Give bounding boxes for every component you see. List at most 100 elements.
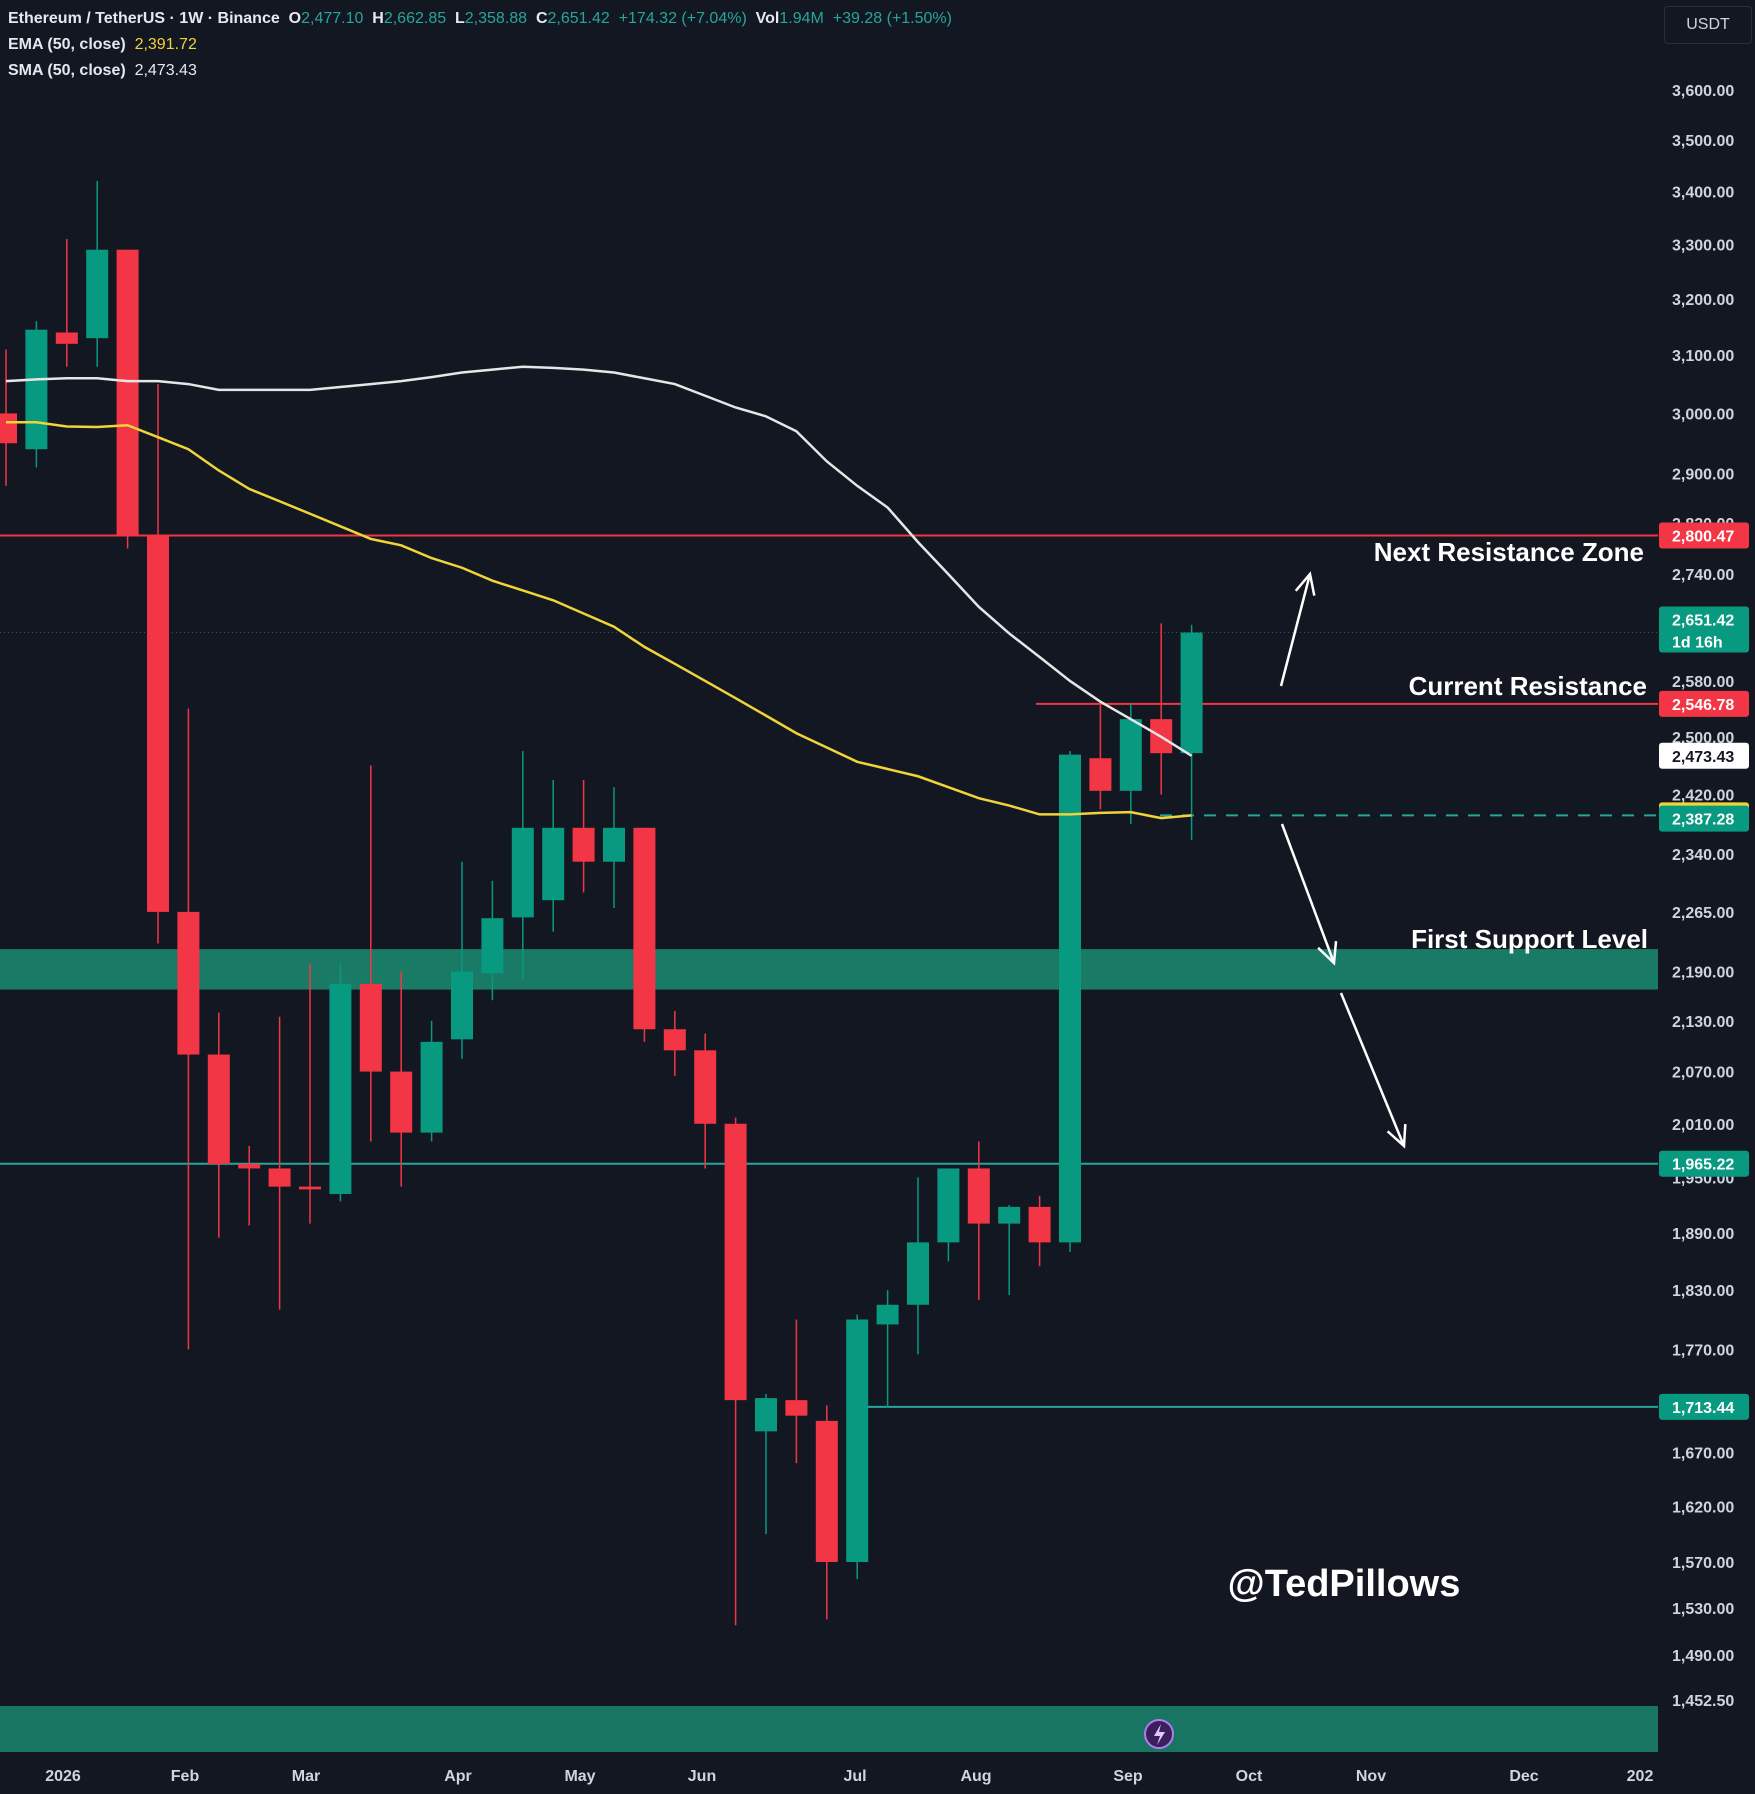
time-tick-label: Jun xyxy=(688,1768,716,1785)
volume-value: 1.94M xyxy=(779,10,824,27)
price-tick-label: 1,770.00 xyxy=(1672,1342,1734,1359)
ema-50-line[interactable] xyxy=(6,421,1192,820)
volume-change: +39.28 (+1.50%) xyxy=(832,10,952,27)
candle-body[interactable] xyxy=(1119,719,1142,791)
candle-body[interactable] xyxy=(420,1041,443,1133)
time-tick-label: May xyxy=(564,1768,595,1785)
price-axis[interactable]: 3,600.00 3,500.00 3,400.00 3,300.00 3,200.00… xyxy=(1672,83,1734,1710)
arrow-shaft xyxy=(1280,823,1336,964)
candle-body[interactable] xyxy=(876,1304,899,1325)
time-tick-label: Sep xyxy=(1113,1768,1143,1785)
candle-body[interactable] xyxy=(1059,754,1081,1243)
arrow-shaft xyxy=(1279,573,1312,687)
candle-body[interactable] xyxy=(299,1186,321,1190)
price-tick-label: 2,500.00 xyxy=(1672,730,1734,747)
currency-button[interactable]: USDT xyxy=(1664,6,1752,44)
sma-legend[interactable]: SMA (50, close) 2,473.43 xyxy=(8,62,197,80)
candle-body[interactable] xyxy=(207,1054,230,1164)
candle-body[interactable] xyxy=(451,971,473,1040)
price-tick-label: 2,190.00 xyxy=(1672,965,1734,982)
price-label-box xyxy=(1659,1393,1749,1420)
symbol-title[interactable]: Ethereum / TetherUS · 1W · Binance xyxy=(8,10,280,27)
candle-body[interactable] xyxy=(785,1400,808,1416)
price-tick-label: 1,490.00 xyxy=(1672,1648,1734,1665)
price-label: 2,473.43 xyxy=(1659,742,1749,769)
price-label: 2,546.78 xyxy=(1659,690,1749,717)
candle-body[interactable] xyxy=(542,827,565,901)
price-label-box xyxy=(1659,742,1749,769)
time-tick-label: Jul xyxy=(843,1768,866,1785)
candle-body[interactable] xyxy=(55,332,78,344)
ema-label: EMA (50, close) xyxy=(8,36,126,53)
candle-body[interactable] xyxy=(572,827,595,862)
price-tick-label: 2,265.00 xyxy=(1672,905,1734,922)
candle-body[interactable] xyxy=(238,1163,261,1169)
price-tick-label: 1,620.00 xyxy=(1672,1499,1734,1516)
candle-body[interactable] xyxy=(937,1168,960,1243)
candle-body[interactable] xyxy=(846,1319,869,1562)
first-support-label: First Support Level xyxy=(1411,924,1648,954)
low-value: 2,358.88 xyxy=(464,10,528,27)
price-label-box xyxy=(1659,606,1749,653)
price-label-text: 2,473.43 xyxy=(1672,749,1734,766)
low-label: L xyxy=(455,10,465,27)
price-label: 1,713.44 xyxy=(1659,1393,1749,1420)
chart-header-line1: Ethereum / TetherUS · 1W · Binance O2,47… xyxy=(8,10,952,28)
candle-body[interactable] xyxy=(815,1420,838,1562)
price-tick-label: 2,130.00 xyxy=(1672,1014,1734,1031)
time-tick-label: Mar xyxy=(292,1768,320,1785)
candle-body[interactable] xyxy=(907,1242,929,1305)
candle-body[interactable] xyxy=(329,983,352,1194)
volume-label: Vol xyxy=(755,10,780,27)
time-tick-label: Feb xyxy=(171,1768,200,1785)
candle-body[interactable] xyxy=(967,1168,990,1224)
ema-legend[interactable]: EMA (50, close) 2,391.72 xyxy=(8,36,197,54)
time-tick-label: Nov xyxy=(1356,1768,1386,1785)
candle-body[interactable] xyxy=(1028,1206,1051,1243)
candle-body[interactable] xyxy=(481,918,504,974)
candle-body[interactable] xyxy=(86,249,109,339)
candle-body[interactable] xyxy=(511,827,534,918)
sma-50-line[interactable] xyxy=(5,365,1193,757)
candle-body[interactable] xyxy=(359,983,382,1072)
candle-body[interactable] xyxy=(116,249,139,536)
watermark: @TedPillows xyxy=(1228,1563,1461,1605)
candle-body[interactable] xyxy=(1180,632,1203,754)
time-tick-label: Dec xyxy=(1509,1768,1538,1785)
candle-body[interactable] xyxy=(603,827,625,862)
sma-label: SMA (50, close) xyxy=(8,62,126,79)
candle-body[interactable] xyxy=(633,827,656,1030)
price-tick-label: 2,580.00 xyxy=(1672,674,1734,691)
candle-body[interactable] xyxy=(1089,758,1112,791)
candle-body[interactable] xyxy=(268,1168,291,1187)
first-support-zone xyxy=(0,949,1658,990)
candle-body[interactable] xyxy=(25,329,48,450)
close-value: 2,651.42 xyxy=(547,10,610,27)
price-label-text: 2,800.47 xyxy=(1672,528,1734,545)
price-tick-label: 2,010.00 xyxy=(1672,1117,1734,1134)
price-tick-label: 1,830.00 xyxy=(1672,1283,1734,1300)
price-tick-label: 3,500.00 xyxy=(1672,133,1734,150)
change-value: +174.32 (+7.04%) xyxy=(618,10,747,27)
time-axis[interactable]: 2026 Feb Mar Apr May Jun Jul Aug Sep Oct Nov Dec 202 xyxy=(45,1768,1653,1785)
price-tick-label: 3,000.00 xyxy=(1672,406,1734,423)
price-tick-label: 1,890.00 xyxy=(1672,1226,1734,1243)
candle-body[interactable] xyxy=(724,1123,747,1401)
price-label-text: 1,713.44 xyxy=(1672,1400,1734,1417)
candle-body[interactable] xyxy=(998,1206,1021,1224)
price-label-box xyxy=(1659,1150,1749,1177)
price-tick-label: 2,340.00 xyxy=(1672,847,1734,864)
arrow-up-icon xyxy=(1279,571,1316,687)
time-tick-label: 202 xyxy=(1627,1768,1654,1785)
candle-body[interactable] xyxy=(663,1029,686,1051)
candle-body[interactable] xyxy=(147,535,169,912)
price-tick-label: 3,100.00 xyxy=(1672,348,1734,365)
candle-body[interactable] xyxy=(390,1071,413,1133)
candle-body[interactable] xyxy=(755,1398,777,1432)
time-tick-label: Apr xyxy=(444,1768,472,1785)
candle-body[interactable] xyxy=(177,911,200,1055)
candle-body[interactable] xyxy=(0,413,17,444)
candle-body[interactable] xyxy=(694,1050,717,1124)
current-resistance-label: Current Resistance xyxy=(1409,671,1647,701)
